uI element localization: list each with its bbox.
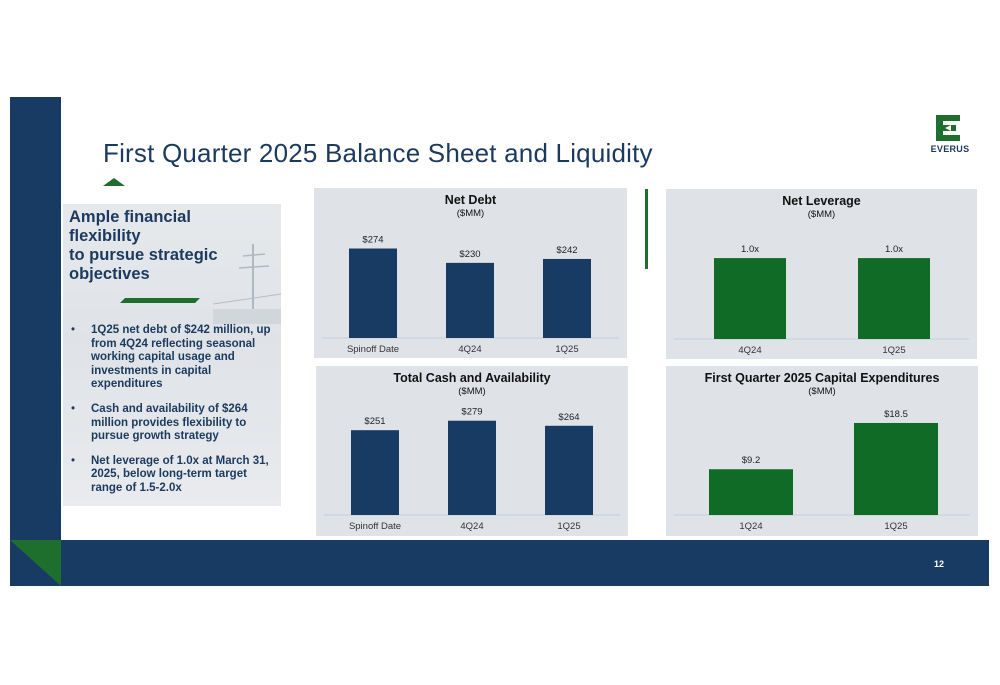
bar — [349, 248, 397, 338]
heading-line: Ample financial — [69, 208, 191, 226]
data-label: $230 — [459, 249, 480, 260]
bullet-text: Net leverage of 1.0x at March 31, 2025, … — [91, 454, 269, 494]
green-rule — [120, 298, 200, 303]
bar — [854, 422, 938, 515]
side-panel-heading: Ample financial flexibility to pursue st… — [69, 208, 269, 284]
data-label: $251 — [364, 416, 385, 427]
bullet-marker: • — [71, 454, 76, 467]
category-label: Spinoff Date — [349, 521, 401, 532]
page-number: 12 — [934, 559, 945, 569]
bar — [714, 258, 786, 339]
bullet-list: • 1Q25 net debt of $242 million, up from … — [69, 324, 277, 507]
category-label: 1Q25 — [884, 521, 907, 532]
net-leverage-chart: 1.0x 4Q24 1.0x 1Q25 Net Leverage ($MM) — [666, 189, 977, 359]
category-label: 1Q25 — [555, 344, 578, 355]
chart-subtitle: ($MM) — [808, 386, 836, 397]
data-label: $274 — [362, 234, 383, 245]
bar — [351, 430, 399, 515]
bullet-marker: • — [71, 324, 76, 336]
bullet-item: • Net leverage of 1.0x at March 31, 2025,… — [69, 455, 277, 496]
category-label: 1Q25 — [882, 345, 905, 356]
heading-line: flexibility — [69, 227, 141, 245]
page-title: First Quarter 2025 Balance Sheet and Liq… — [103, 138, 653, 168]
category-label: 4Q24 — [738, 345, 761, 356]
category-label: 1Q24 — [739, 521, 762, 532]
bar — [543, 258, 591, 338]
net-debt-chart: $274 Spinoff Date $230 4Q24 $242 1Q25 Net Deb… — [314, 188, 627, 358]
vertical-divider — [645, 189, 648, 269]
chart-subtitle: ($MM) — [458, 386, 486, 397]
utility-tower-image — [213, 244, 281, 324]
data-label: 1.0x — [741, 244, 759, 255]
category-label: 4Q24 — [460, 521, 483, 532]
footer-corner-triangle — [10, 540, 61, 586]
data-label: $18.5 — [884, 409, 908, 420]
chart-plot: 1.0x 4Q24 1.0x 1Q25 — [674, 244, 969, 356]
data-label: $9.2 — [742, 455, 761, 466]
bullet-text: 1Q25 net debt of $242 million, up from 4… — [91, 324, 271, 391]
bullet-text: Cash and availability of $264 million pr… — [91, 402, 248, 443]
everus-logo: EVERUS — [920, 113, 980, 158]
bottom-footer-bar — [10, 540, 989, 586]
data-label: 1.0x — [885, 244, 903, 255]
chart-subtitle: ($MM) — [807, 209, 836, 220]
data-label: $242 — [556, 245, 577, 256]
bullet-item: • 1Q25 net debt of $242 million, up from … — [69, 324, 277, 392]
bar — [446, 262, 494, 338]
bar — [545, 425, 593, 515]
capex-chart: $9.2 1Q24 $18.5 1Q25 First Quarter 2025 Cap… — [666, 366, 978, 536]
bar — [448, 420, 496, 515]
title-caret-icon — [103, 178, 125, 186]
category-label: 1Q25 — [557, 521, 580, 532]
chart-plot: $9.2 1Q24 $18.5 1Q25 — [674, 409, 970, 532]
chart-title: Total Cash and Availability — [393, 371, 551, 385]
bar — [858, 258, 930, 339]
data-label: $279 — [461, 407, 482, 418]
total-cash-chart: $251 Spinoff Date $279 4Q24 $264 1Q25 Total C… — [316, 366, 628, 536]
heading-line: objectives — [69, 265, 150, 283]
bar — [709, 469, 793, 515]
bullet-marker: • — [71, 402, 76, 415]
category-label: 4Q24 — [458, 344, 481, 355]
chart-title: First Quarter 2025 Capital Expenditures — [704, 371, 940, 385]
bullet-item: • Cash and availability of $264 million p… — [69, 403, 277, 444]
data-label: $264 — [558, 412, 579, 423]
logo-wordmark: EVERUS — [930, 144, 970, 154]
left-accent-bar — [10, 97, 61, 586]
chart-plot: $251 Spinoff Date $279 4Q24 $264 1Q25 — [324, 407, 620, 532]
chart-subtitle: ($MM) — [456, 208, 485, 219]
chart-title: Net Debt — [444, 193, 497, 207]
chart-title: Net Leverage — [782, 194, 861, 208]
category-label: Spinoff Date — [347, 344, 399, 355]
heading-line: to pursue strategic — [69, 246, 218, 264]
everus-logo-icon — [936, 115, 960, 141]
chart-plot: $274 Spinoff Date $230 4Q24 $242 1Q25 — [322, 234, 619, 355]
side-panel: Ample financial flexibility to pursue st… — [63, 204, 281, 506]
